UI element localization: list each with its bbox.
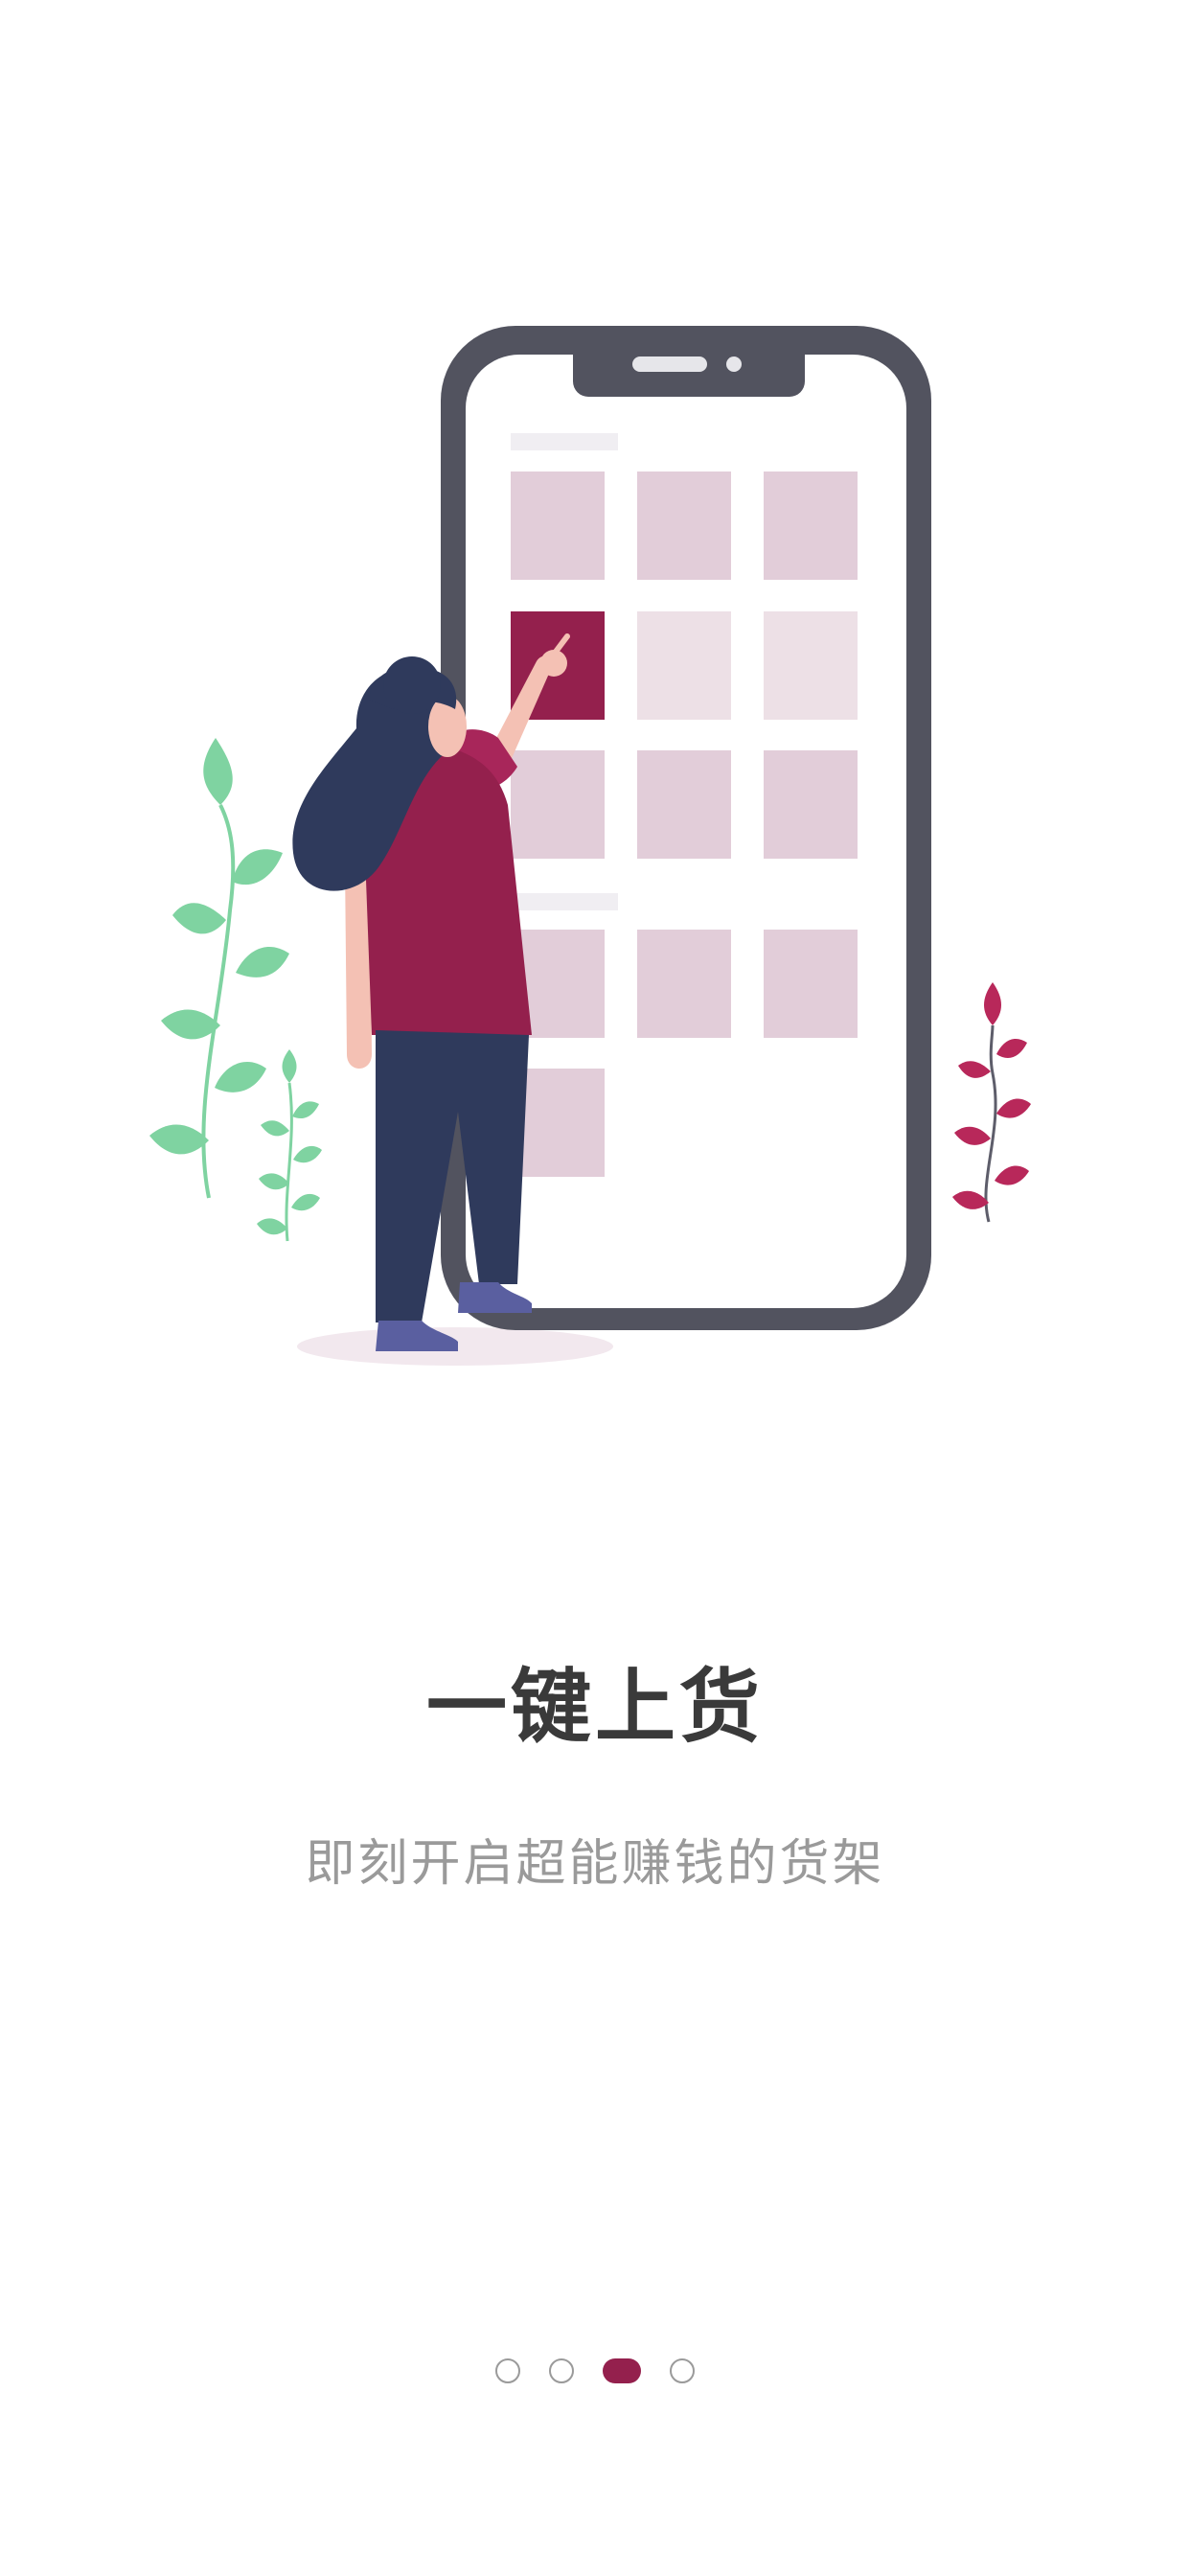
- page-indicator-dot-4[interactable]: [670, 2358, 695, 2383]
- product-grid: [511, 472, 858, 1177]
- page-title: 一键上货: [425, 1660, 764, 1754]
- phone-illustration: [441, 326, 931, 1330]
- woman-illustration: [292, 633, 570, 1351]
- red-plant-illustration: [952, 982, 1031, 1223]
- page-subtitle: 即刻开启超能赚钱的货架: [305, 1835, 885, 1893]
- onboarding-illustration: [149, 326, 1031, 1366]
- page-indicator: [0, 2354, 1190, 2388]
- page-indicator-dot-2[interactable]: [549, 2358, 574, 2383]
- page-indicator-dot-1[interactable]: [495, 2358, 520, 2383]
- green-plant-illustration: [149, 738, 322, 1242]
- page-indicator-dot-3-active[interactable]: [603, 2358, 641, 2383]
